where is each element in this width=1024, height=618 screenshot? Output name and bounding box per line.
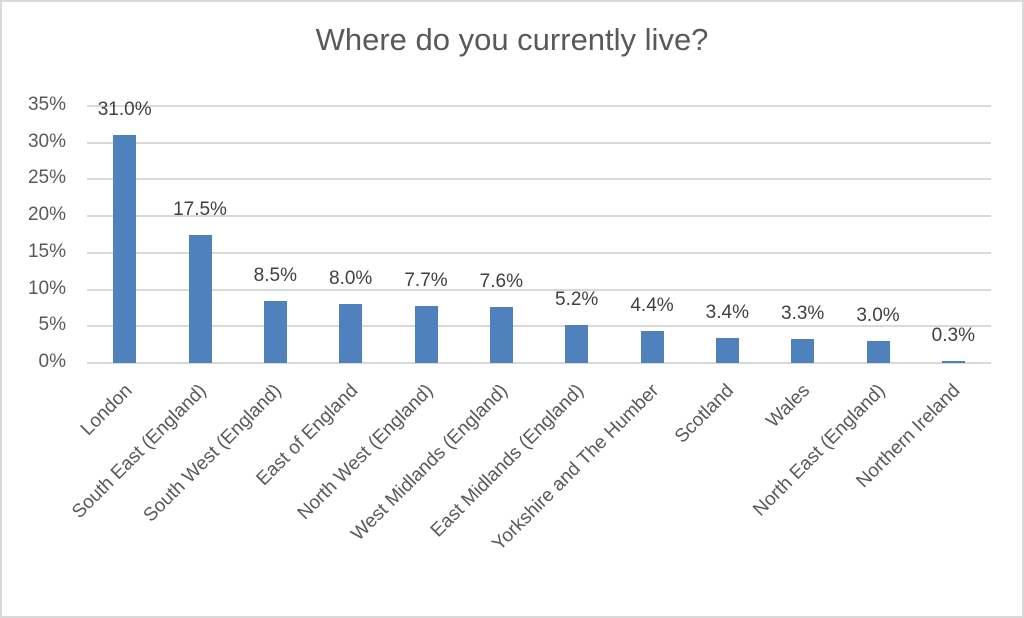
bar[interactable]: [791, 338, 815, 363]
data-label: 7.7%: [404, 270, 448, 292]
bar[interactable]: [941, 360, 965, 363]
y-tick-label: 30%: [27, 130, 66, 152]
data-label: 8.5%: [253, 264, 297, 286]
data-label: 3.0%: [856, 304, 900, 326]
gridline: [87, 105, 991, 107]
y-tick-label: 15%: [27, 240, 66, 262]
gridline: [87, 178, 991, 181]
gridline: [87, 325, 991, 328]
bar[interactable]: [188, 234, 212, 363]
data-label: 3.4%: [705, 302, 749, 324]
chart-title: Where do you currently live?: [315, 22, 709, 57]
data-label: 0.3%: [931, 324, 975, 346]
gridline: [87, 141, 991, 144]
y-tick-label: 5%: [38, 314, 66, 336]
data-label: 8.0%: [329, 268, 373, 290]
gridline: [87, 215, 991, 218]
bar[interactable]: [715, 338, 739, 363]
y-tick-label: 35%: [27, 94, 66, 115]
bar[interactable]: [489, 307, 513, 363]
gridline: [87, 251, 991, 254]
data-label: 17.5%: [173, 198, 227, 220]
data-label: 3.3%: [781, 302, 825, 324]
data-label: 7.6%: [479, 271, 523, 293]
bar[interactable]: [263, 300, 287, 363]
bar[interactable]: [113, 135, 137, 363]
gridline: [87, 288, 991, 291]
bar[interactable]: [866, 340, 890, 363]
bar[interactable]: [339, 304, 363, 363]
gridline: [87, 362, 991, 364]
y-tick-label: 10%: [27, 277, 66, 299]
data-label: 31.0%: [97, 99, 152, 121]
bar[interactable]: [565, 324, 589, 363]
y-tick-label: 25%: [27, 167, 66, 189]
bar[interactable]: [640, 330, 664, 363]
y-tick-label: 0%: [38, 351, 66, 372]
data-label: 5.2%: [555, 288, 599, 310]
bar[interactable]: [414, 306, 438, 363]
data-label: 4.4%: [630, 294, 674, 316]
y-tick-label: 20%: [27, 204, 66, 226]
